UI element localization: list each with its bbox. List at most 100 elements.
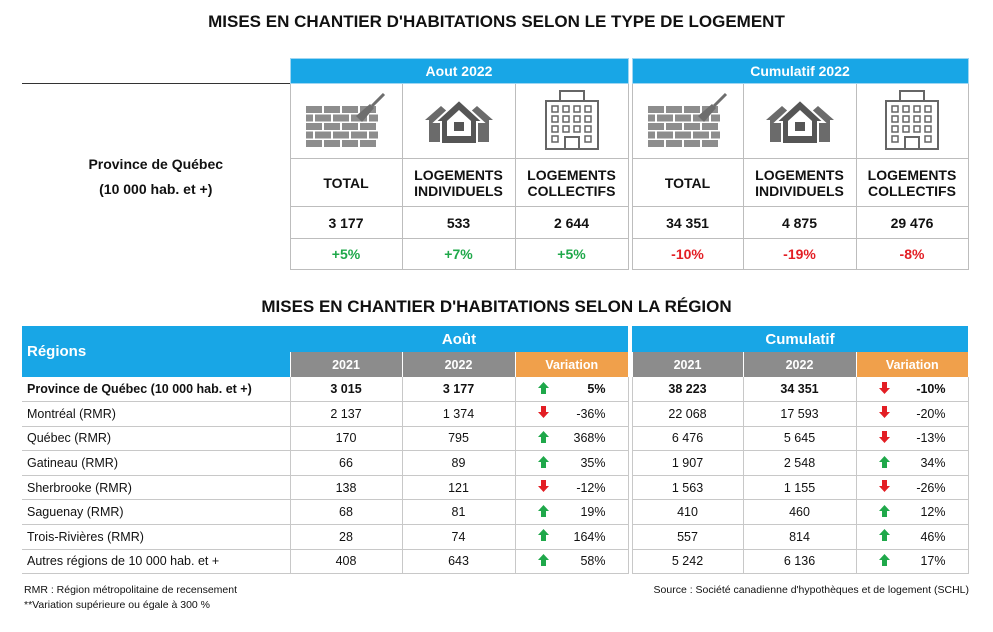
variation-value: -10%	[916, 382, 946, 397]
variation-box: 58%	[516, 553, 628, 569]
arrow	[537, 480, 549, 495]
change: +5%	[289, 238, 403, 270]
arrow	[537, 529, 549, 544]
spacer	[628, 450, 632, 476]
value: 138	[289, 475, 403, 501]
region-label-line: (10 000 hab. et +)	[99, 180, 213, 197]
spacer	[628, 238, 632, 270]
group-header: Cumulatif 2022	[631, 58, 969, 84]
group-header: Cumulatif	[632, 326, 968, 352]
value: 795	[401, 426, 516, 452]
value: 74	[401, 524, 516, 550]
value: 29 476	[855, 206, 969, 239]
subheader: 2021	[289, 352, 402, 377]
variation-box: -36%	[516, 406, 628, 421]
variation-value: 5%	[587, 382, 606, 397]
value: 408	[289, 549, 403, 575]
footnote: RMR : Région métropolitaine de recenseme…	[24, 584, 238, 596]
spacer	[628, 352, 632, 377]
variation: 17%	[855, 549, 969, 575]
variation-box: 34%	[857, 455, 968, 471]
arrow	[537, 455, 549, 471]
subheader: 2021	[631, 352, 743, 377]
subheader: Variation	[855, 352, 968, 377]
value: 814	[742, 524, 857, 550]
value: 66	[289, 450, 403, 476]
variation-box: 46%	[857, 529, 968, 544]
arrow	[878, 553, 890, 569]
value: 68	[289, 499, 403, 526]
value: 3 015	[289, 377, 403, 403]
arrow	[537, 430, 549, 446]
region-name: Trois-Rivières (RMR)	[22, 524, 291, 550]
variation: -20%	[855, 401, 969, 427]
value: 2 644	[514, 206, 629, 239]
variation: 46%	[855, 524, 969, 550]
subheader: Variation	[514, 352, 628, 377]
variation: 164%	[514, 524, 629, 550]
variation-box: 17%	[857, 553, 968, 569]
column: TOTAL	[631, 158, 744, 207]
header-row: Régions Août Cumulatif	[22, 326, 968, 377]
variation: 19%	[514, 499, 629, 526]
variation-box: 368%	[516, 430, 628, 446]
value: 121	[401, 475, 516, 501]
spacer	[628, 158, 632, 207]
region-label: Province de Québec (10 000 hab. et +)	[22, 83, 290, 270]
variation-value: 34%	[920, 456, 946, 471]
variation-value: 12%	[920, 505, 946, 520]
arrow	[878, 480, 890, 495]
variation-box: -12%	[516, 480, 628, 495]
arrow	[878, 381, 890, 397]
value: 3 177	[401, 377, 516, 403]
value: 89	[401, 450, 516, 476]
variation: 58%	[514, 549, 629, 575]
arrow	[537, 553, 549, 569]
subheader: 2022	[401, 352, 515, 377]
value: 2 137	[289, 401, 403, 427]
variation: 368%	[514, 426, 629, 452]
data-row: Sherbrooke (RMR) 138 121 -12% 1 563 1 155 -26%	[22, 475, 969, 501]
title: MISES EN CHANTIER D'HABITATIONS SELON LE…	[208, 12, 785, 31]
header-row: Aout 2022 Cumulatif 2022	[22, 58, 969, 84]
arrow	[878, 406, 890, 421]
region-name: Saguenay (RMR)	[22, 499, 291, 526]
spacer	[628, 83, 632, 159]
subheader: 2022	[742, 352, 856, 377]
data-row: Gatineau (RMR) 66 89 35% 1 907 2 548 34%	[22, 450, 969, 476]
spacer	[628, 377, 632, 402]
value: 81	[401, 499, 516, 526]
icon	[289, 83, 403, 159]
value: 6 476	[631, 426, 744, 452]
value: 410	[631, 499, 744, 526]
column: LOGEMENTS COLLECTIFS	[514, 158, 629, 207]
spacer	[628, 58, 632, 84]
variation-value: -13%	[916, 431, 946, 446]
change: +5%	[514, 238, 629, 270]
variation-box: 35%	[516, 455, 628, 471]
changes-row: +5% +7% +5% -10% -19% -8%	[22, 238, 969, 270]
column: LOGEMENTS INDIVIDUELS	[401, 158, 516, 207]
data-row: Autres régions de 10 000 hab. et +408 643…	[22, 549, 969, 575]
variation-box: -10%	[857, 381, 968, 397]
value: 22 068	[631, 401, 744, 427]
variation-box: 5%	[516, 381, 628, 397]
variation-box: -13%	[857, 430, 968, 446]
variation-value: -26%	[916, 480, 946, 495]
column: LOGEMENTS COLLECTIFS	[855, 158, 969, 207]
variation: -10%	[855, 377, 969, 403]
data-row: Montréal (RMR) 2 137 1 374 -36% 22 068 17 593…	[22, 401, 969, 427]
icon	[401, 83, 516, 159]
variation: -36%	[514, 401, 629, 427]
regions-header: Régions	[22, 326, 290, 377]
variation-value: 35%	[580, 456, 606, 471]
value: 1 907	[631, 450, 744, 476]
title: MISES EN CHANTIER D'HABITATIONS SELON LA…	[261, 297, 732, 316]
value: 34 351	[631, 206, 744, 239]
data-row: Province de Québec (10 000 hab. et +) 3 0…	[22, 377, 969, 403]
region-name: Province de Québec (10 000 hab. et +)	[22, 377, 291, 403]
value: 170	[289, 426, 403, 452]
spacer	[628, 206, 632, 239]
spacer	[628, 475, 632, 500]
